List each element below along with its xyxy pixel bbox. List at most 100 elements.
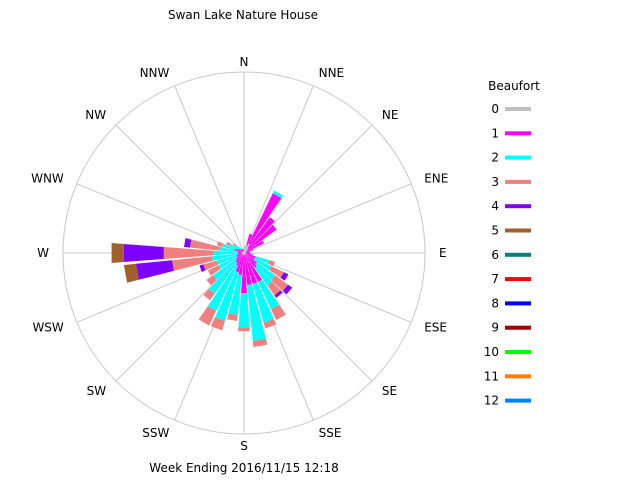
wind-bar-250-beaufort-2 <box>216 255 237 265</box>
direction-labels: N NNE NE ENE E ESE SE SSE S SSW SW WSW W WNW NW NNW <box>31 55 448 453</box>
wind-bar-130-beaufort-4 <box>282 284 293 295</box>
legend-swatch-10 <box>505 350 531 354</box>
wind-bar-220-beaufort-1 <box>235 254 243 263</box>
wind-bar-120-beaufort-3 <box>268 266 284 278</box>
wind-bar-70-beaufort-0 <box>244 252 246 253</box>
wind-bar-350-beaufort-0 <box>243 251 244 253</box>
legend-label-10: 10 <box>484 345 499 359</box>
wind-bar-170-beaufort-0 <box>244 253 245 255</box>
legend-label-1: 1 <box>491 126 499 140</box>
wind-bar-300-beaufort-2 <box>229 243 238 250</box>
wind-bar-20-beaufort-0 <box>244 245 248 253</box>
wind-bar-320-beaufort-1 <box>241 249 243 252</box>
direction-label-ssw: SSW <box>142 426 169 440</box>
wind-bar-110-beaufort-0 <box>244 253 246 254</box>
wind-bar-230-beaufort-2 <box>213 258 237 280</box>
wind-bar-260-beaufort-5 <box>123 263 139 283</box>
wind-bar-330-beaufort-1 <box>241 249 244 252</box>
wind-bar-280-beaufort-3 <box>190 239 221 251</box>
direction-label-sw: SW <box>87 384 107 398</box>
wind-bar-100-beaufort-0 <box>244 253 246 254</box>
wind-bar-260-beaufort-4 <box>135 260 174 280</box>
wind-bar-60-beaufort-0 <box>244 251 246 253</box>
wind-bar-190-beaufort-3 <box>227 313 238 321</box>
wind-bar-180-beaufort-2 <box>238 293 250 328</box>
legend-swatch-11 <box>505 374 531 379</box>
wind-bar-30-beaufort-1 <box>248 193 282 245</box>
wind-bar-190-beaufort-2 <box>228 274 242 315</box>
wind-bar-40-beaufort-0 <box>244 248 249 253</box>
wind-bar-260-beaufort-1 <box>238 253 243 255</box>
legend-label-4: 4 <box>491 199 499 213</box>
wind-bar-170-beaufort-3 <box>252 338 268 348</box>
wind-bar-310-beaufort-2 <box>234 244 240 250</box>
wind-bar-100-beaufort-2 <box>251 253 254 256</box>
wind-bar-290-beaufort-3 <box>216 241 224 247</box>
wind-bar-10-beaufort-1 <box>244 246 246 248</box>
wind-bar-240-beaufort-0 <box>242 253 244 255</box>
wind-bar-120-beaufort-0 <box>244 253 246 255</box>
wind-bar-40-beaufort-1 <box>247 217 275 249</box>
legend-label-8: 8 <box>491 296 499 310</box>
wind-bar-20-beaufort-1 <box>246 233 253 246</box>
wind-bar-30-beaufort-2 <box>272 190 284 199</box>
wind-bar-150-beaufort-2 <box>258 279 280 310</box>
wind-bar-210-beaufort-0 <box>242 253 244 255</box>
wind-bar-110-beaufort-3 <box>267 260 275 267</box>
legend-label-9: 9 <box>491 321 499 335</box>
wind-bar-120-beaufort-4 <box>280 272 289 281</box>
grid-spoke-nw <box>115 124 245 254</box>
legend-swatch-12 <box>505 398 531 403</box>
legend-swatch-7 <box>505 277 531 282</box>
grid-spoke-sw <box>115 252 245 382</box>
direction-label-ene: ENE <box>424 171 448 185</box>
wind-bar-130-beaufort-2 <box>255 262 275 280</box>
legend-label-0: 0 <box>491 102 499 116</box>
wind-bar-130-beaufort-3 <box>271 275 289 291</box>
wind-bar-150-beaufort-1 <box>244 254 263 282</box>
legend-label-2: 2 <box>491 151 499 165</box>
legend-swatch-8 <box>505 301 531 306</box>
grid-spoke-wnw <box>76 183 245 254</box>
wind-bar-260-beaufort-3 <box>172 256 213 271</box>
direction-label-w: W <box>37 246 49 260</box>
wind-bar-200-beaufort-0 <box>243 253 244 255</box>
wind-bar-280-beaufort-1 <box>238 251 243 253</box>
grid-spoke-ne <box>243 124 373 254</box>
direction-label-wsw: WSW <box>32 321 63 335</box>
legend-swatch-6 <box>505 252 531 257</box>
wind-bar-200-beaufort-3 <box>210 317 225 331</box>
wind-bar-140-beaufort-3 <box>267 281 281 296</box>
chart-title: Swan Lake Nature House <box>168 8 318 22</box>
legend-swatch-3 <box>505 179 531 184</box>
wind-bar-160-beaufort-1 <box>244 254 258 284</box>
wind-bar-230-beaufort-0 <box>242 253 244 255</box>
legend-swatch-5 <box>505 228 531 233</box>
wind-bar-230-beaufort-3 <box>206 275 217 286</box>
wind-bar-190-beaufort-1 <box>238 254 244 275</box>
wind-bar-250-beaufort-3 <box>203 260 219 271</box>
grid-spoke-se <box>243 252 373 382</box>
wind-bar-230-beaufort-1 <box>235 254 243 260</box>
legend-label-11: 11 <box>484 369 499 383</box>
wind-bar-320-beaufort-0 <box>242 251 244 253</box>
wind-bar-140-beaufort-0 <box>244 253 246 255</box>
wind-bar-290-beaufort-0 <box>242 252 244 253</box>
wind-bar-160-beaufort-2 <box>252 282 274 323</box>
wind-bar-260-beaufort-2 <box>212 253 239 261</box>
wind-bar-80-beaufort-0 <box>244 252 246 253</box>
wind-bar-140-beaufort-4 <box>274 290 283 298</box>
wind-bar-50-beaufort-1 <box>246 224 277 251</box>
direction-label-ne: NE <box>382 108 399 122</box>
wind-bar-110-beaufort-2 <box>255 256 270 264</box>
wind-bar-240-beaufort-1 <box>236 253 243 258</box>
wind-bar-120-beaufort-2 <box>254 258 272 270</box>
wind-bars <box>111 190 293 348</box>
wind-bar-190-beaufort-0 <box>243 253 244 255</box>
direction-label-nnw: NNW <box>140 66 170 80</box>
wind-bar-150-beaufort-0 <box>244 253 246 255</box>
wind-bar-270-beaufort-3 <box>163 247 214 259</box>
wind-bar-220-beaufort-0 <box>242 253 244 255</box>
